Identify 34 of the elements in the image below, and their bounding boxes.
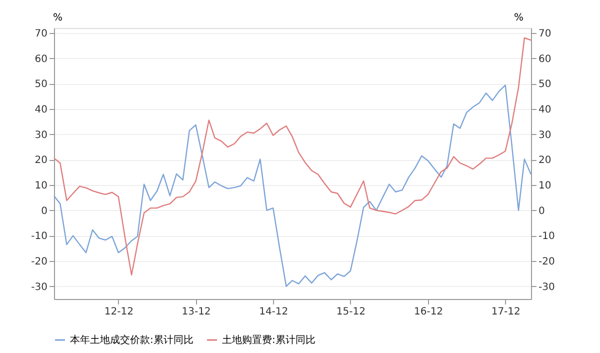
y-tick-label: 0	[41, 206, 48, 217]
y2-tick-label: 40	[538, 104, 552, 116]
y-tick-label: 20	[34, 155, 48, 166]
legend-label: 土地购置费:累计同比	[222, 334, 316, 346]
y-tick-label: 40	[34, 104, 48, 116]
x-tick-label: 17-12	[491, 306, 520, 318]
y2-tick-label: 70	[538, 28, 552, 40]
y-axis-title: %	[52, 12, 62, 24]
y2-tick-label: 10	[538, 180, 552, 192]
line-series	[53, 84, 532, 287]
y2-tick-label: 60	[538, 54, 552, 65]
y-tick-label: 10	[34, 180, 48, 192]
x-tick-label: 13-12	[182, 306, 211, 318]
y2-tick-label: 0	[538, 206, 545, 217]
y-tick-label: 60	[34, 54, 48, 65]
x-tick-label: 12-12	[104, 306, 134, 318]
y-tick-label: 70	[34, 28, 48, 40]
y2-tick-label: 20	[538, 155, 552, 166]
y-tick-label: -10	[31, 231, 48, 242]
legend-label: 本年土地成交价款:累计同比	[70, 334, 194, 346]
y-tick-label: 30	[34, 130, 48, 141]
x-tick-label: 16-12	[414, 306, 444, 318]
x-tick-label: 14-12	[259, 306, 288, 318]
y-tick-label: -30	[31, 282, 48, 293]
y2-tick-label: 30	[538, 130, 552, 141]
y-tick-label: 50	[34, 79, 48, 90]
x-tick-label: 15-12	[336, 306, 366, 318]
y2-tick-label: 50	[538, 79, 552, 90]
y2-tick-label: -10	[538, 231, 555, 242]
y-tick-label: -20	[31, 256, 48, 268]
y2-tick-label: -20	[538, 256, 555, 268]
y2-axis-title: %	[514, 12, 524, 24]
line-series	[53, 37, 532, 276]
y2-tick-label: -30	[538, 282, 555, 293]
